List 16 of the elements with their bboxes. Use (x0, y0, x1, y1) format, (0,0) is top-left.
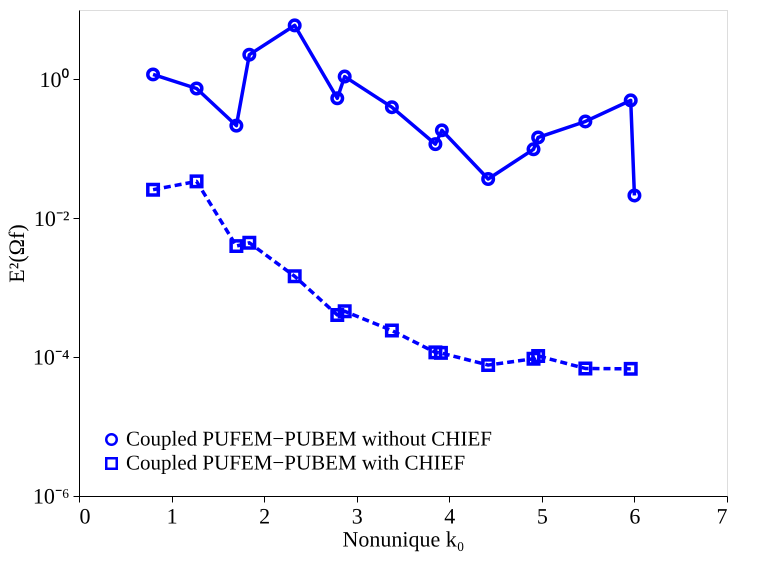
y-axis-title: E²(Ωf) (4, 224, 29, 283)
x-tick-label: 3 (352, 504, 363, 528)
x-tick-label: 4 (444, 504, 456, 528)
x-axis-title: Nonunique k₀ (342, 526, 464, 552)
x-tick-label: 7 (716, 504, 728, 528)
y-tick-label: 10⁰ (40, 66, 70, 92)
x-tick-label: 6 (629, 504, 640, 528)
y-tick-label: 10⁻² (34, 206, 70, 231)
x-tick-label: 1 (166, 504, 178, 528)
x-tick-label: 2 (259, 504, 270, 528)
x-tick-label: 0 (80, 504, 90, 528)
x-tick-label: 5 (536, 504, 548, 528)
y-tick-label: 10⁻⁶ (32, 484, 70, 508)
legend-label: Coupled PUFEM−PUBEM without CHIEF (126, 426, 492, 450)
legend-label: Coupled PUFEM−PUBEM with CHIEF (126, 450, 466, 474)
y-tick-label: 10⁻⁴ (32, 344, 70, 370)
